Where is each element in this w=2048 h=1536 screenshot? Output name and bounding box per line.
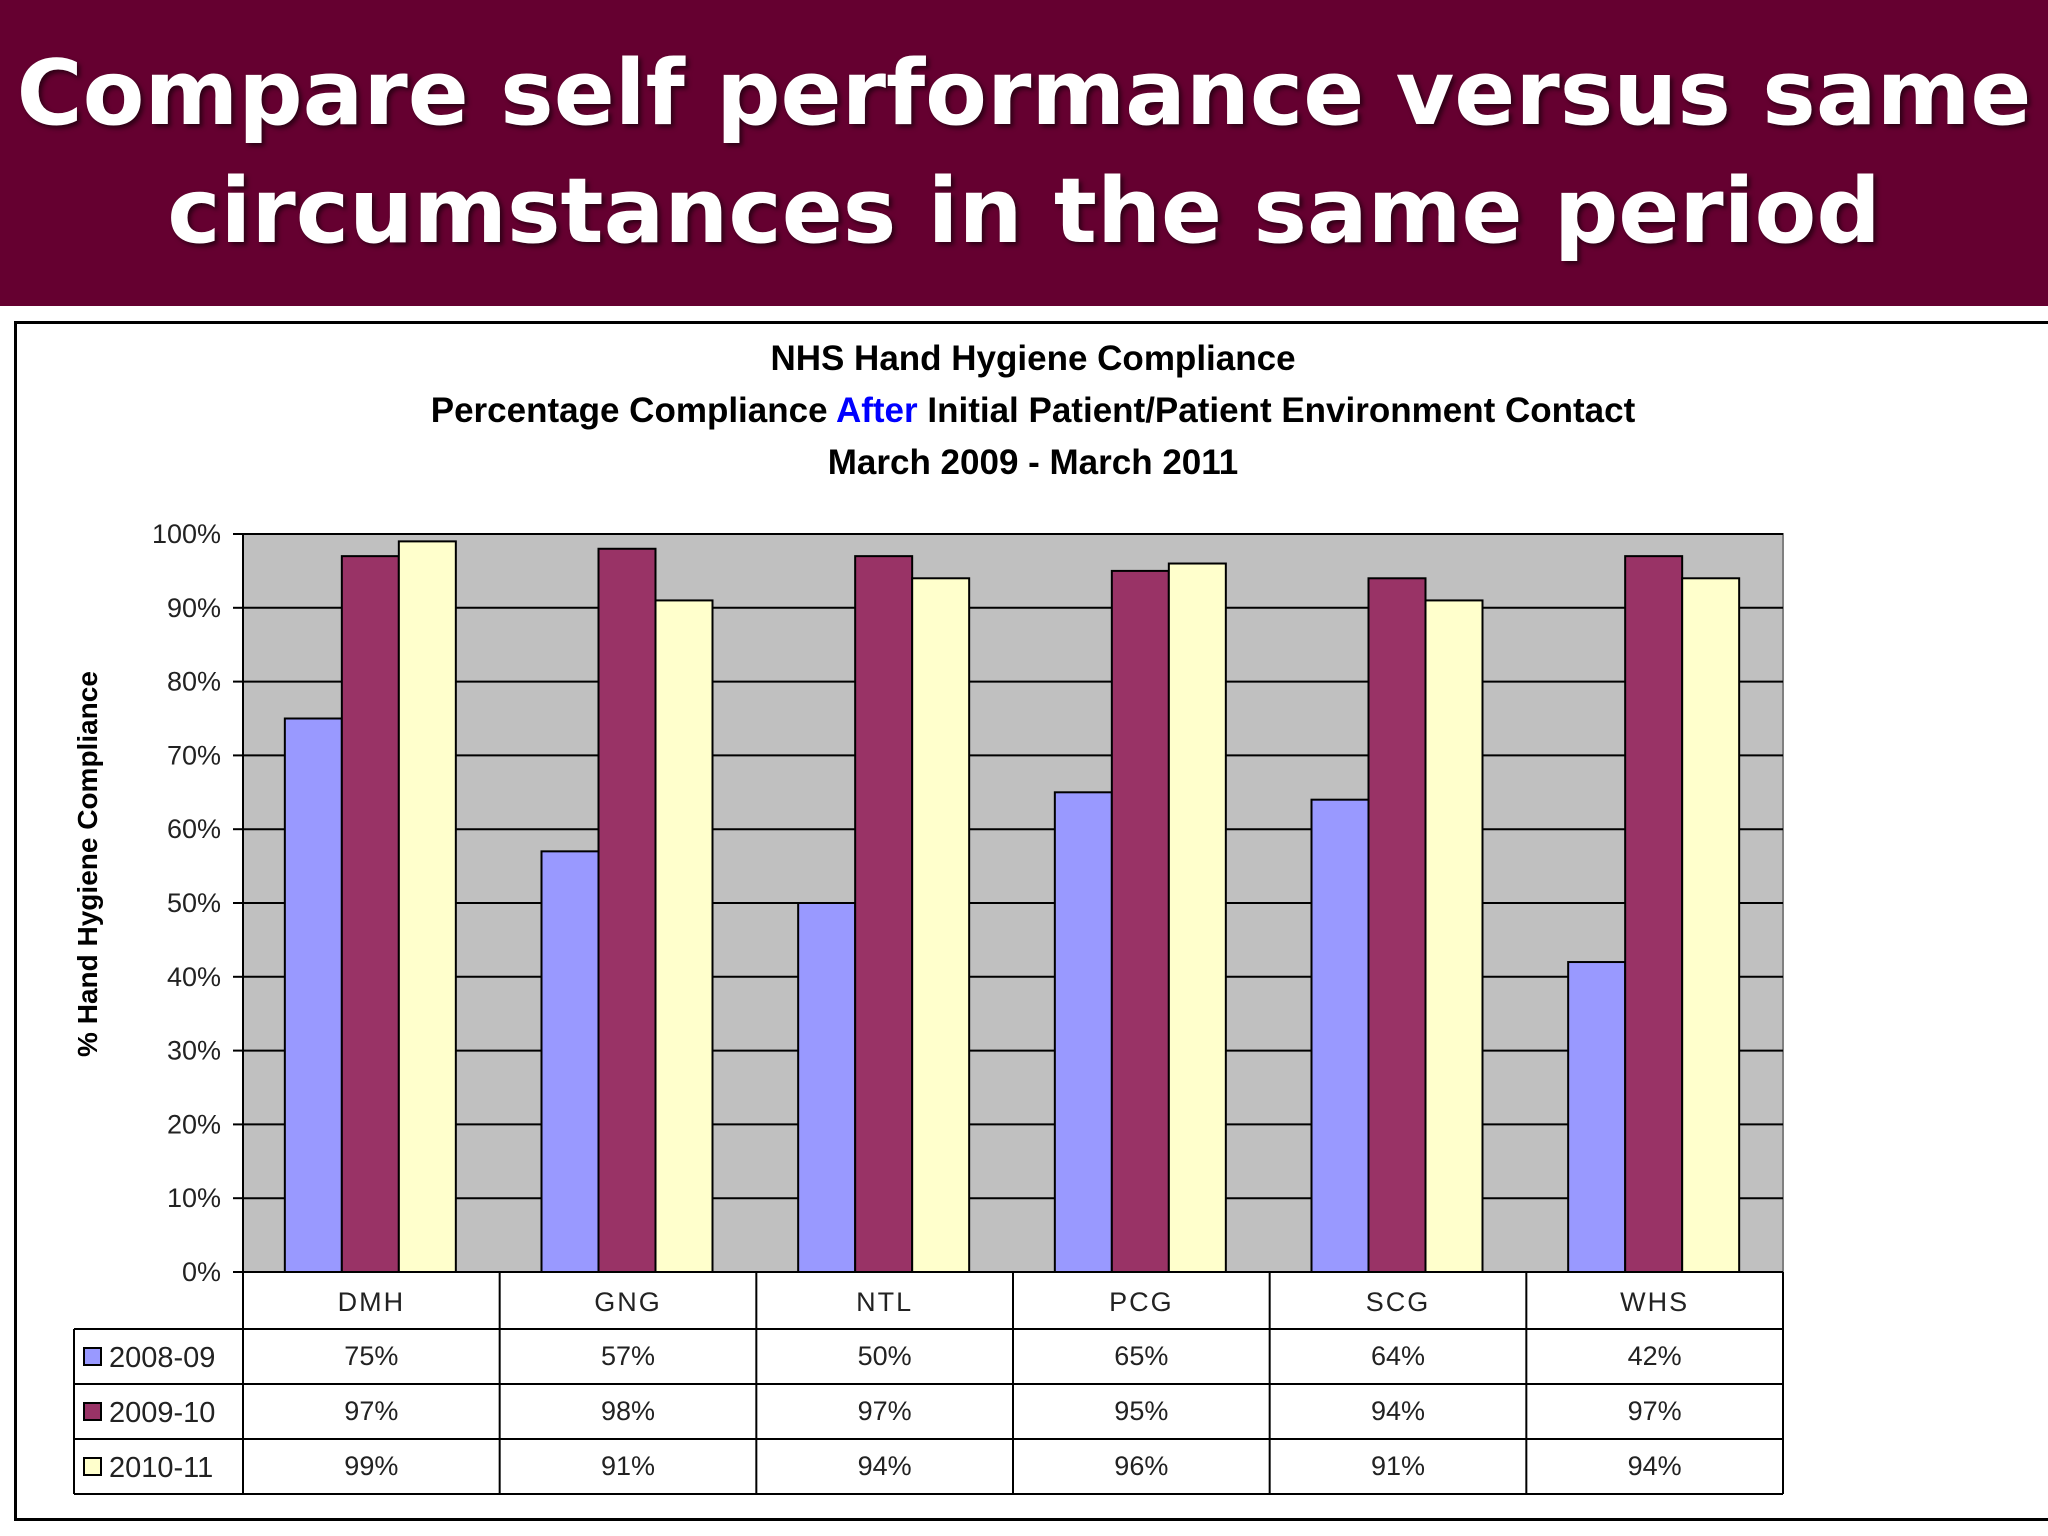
bar (1624, 555, 1684, 1273)
chart-date-range: March 2009 - March 2011 (828, 443, 1239, 482)
bar (1424, 599, 1484, 1274)
legend-series-name: 2010-11 (109, 1452, 213, 1484)
data-label: 97% (858, 1396, 912, 1426)
bar (540, 850, 600, 1274)
y-tick-label: 60% (167, 814, 221, 844)
bar (340, 555, 400, 1273)
bar (1367, 577, 1427, 1273)
slide-title-line-2: circumstances in the same period (167, 159, 1881, 264)
data-label: 97% (344, 1396, 398, 1426)
data-label: 96% (1114, 1451, 1168, 1481)
x-category-label: GNG (594, 1287, 662, 1317)
bar (1681, 577, 1741, 1273)
y-tick-label: 80% (167, 667, 221, 697)
legend-swatch (83, 1347, 102, 1366)
x-category-label: WHS (1620, 1287, 1689, 1317)
y-tick-label: 40% (167, 962, 221, 992)
y-tick-label: 100% (152, 519, 221, 549)
x-category-label: PCG (1109, 1287, 1174, 1317)
legend-swatch (83, 1457, 102, 1476)
y-tick-label: 50% (167, 888, 221, 918)
bar-chart: NHS Hand Hygiene Compliance Percentage C… (72, 339, 1784, 1495)
data-label: 50% (858, 1341, 912, 1371)
slide-title-line-1: Compare self performance versus same (16, 41, 2032, 146)
bar (1167, 562, 1227, 1273)
y-tick-label: 30% (167, 1036, 221, 1066)
data-label: 94% (1628, 1451, 1682, 1481)
data-label: 65% (1114, 1341, 1168, 1371)
x-category-label: DMH (338, 1287, 406, 1317)
x-category-label: NTL (856, 1287, 913, 1317)
y-tick-label: 90% (167, 593, 221, 623)
bar (1110, 569, 1170, 1273)
bar (597, 547, 657, 1273)
chart-subtitle-part-1: Percentage Compliance (431, 391, 836, 430)
bar (1310, 798, 1370, 1273)
data-label: 57% (601, 1341, 655, 1371)
chart-title: NHS Hand Hygiene Compliance (770, 339, 1295, 378)
data-label: 99% (344, 1451, 398, 1481)
legend-series-name: 2008-09 (109, 1342, 215, 1374)
data-label: 98% (601, 1396, 655, 1426)
chart-frame: NHS Hand Hygiene Compliance Percentage C… (14, 321, 2048, 1521)
bar (797, 902, 857, 1273)
chart-subtitle: Percentage Compliance After Initial Pati… (431, 391, 1636, 430)
plot-area: 0% 10% 20% 30% 40% 50% 60% 70% 80% 90% 100% (152, 519, 1784, 1287)
bar (283, 717, 343, 1273)
bar (654, 599, 714, 1274)
legend-swatch (83, 1402, 102, 1421)
chart-subtitle-highlight: After (836, 391, 918, 430)
bar (854, 555, 914, 1273)
data-label: 91% (601, 1451, 655, 1481)
x-category-label: SCG (1366, 1287, 1431, 1317)
y-tick-label: 10% (167, 1183, 221, 1213)
bar (911, 577, 971, 1273)
chart-subtitle-part-3: Initial Patient/Patient Environment Cont… (918, 391, 1636, 430)
data-label: 95% (1114, 1396, 1168, 1426)
data-label: 94% (1371, 1396, 1425, 1426)
slide-header: Compare self performance versus same cir… (0, 0, 2048, 306)
bar (1567, 961, 1627, 1273)
data-label: 64% (1371, 1341, 1425, 1371)
bar (1053, 791, 1113, 1273)
y-tick-label: 20% (167, 1109, 221, 1139)
y-tick-label: 0% (182, 1257, 221, 1287)
data-label: 42% (1628, 1341, 1682, 1371)
legend-series-name: 2009-10 (109, 1397, 215, 1429)
data-label: 94% (858, 1451, 912, 1481)
data-label: 75% (344, 1341, 398, 1371)
y-axis-label: % Hand Hygiene Compliance (72, 671, 103, 1057)
bar (397, 540, 457, 1273)
data-label: 91% (1371, 1451, 1425, 1481)
data-label: 97% (1628, 1396, 1682, 1426)
data-table: DMH GNG NTL PCG SCG WHS 2008-09 75% 57% 50% 65% 64%… (73, 1271, 1784, 1495)
y-tick-label: 70% (167, 740, 221, 770)
